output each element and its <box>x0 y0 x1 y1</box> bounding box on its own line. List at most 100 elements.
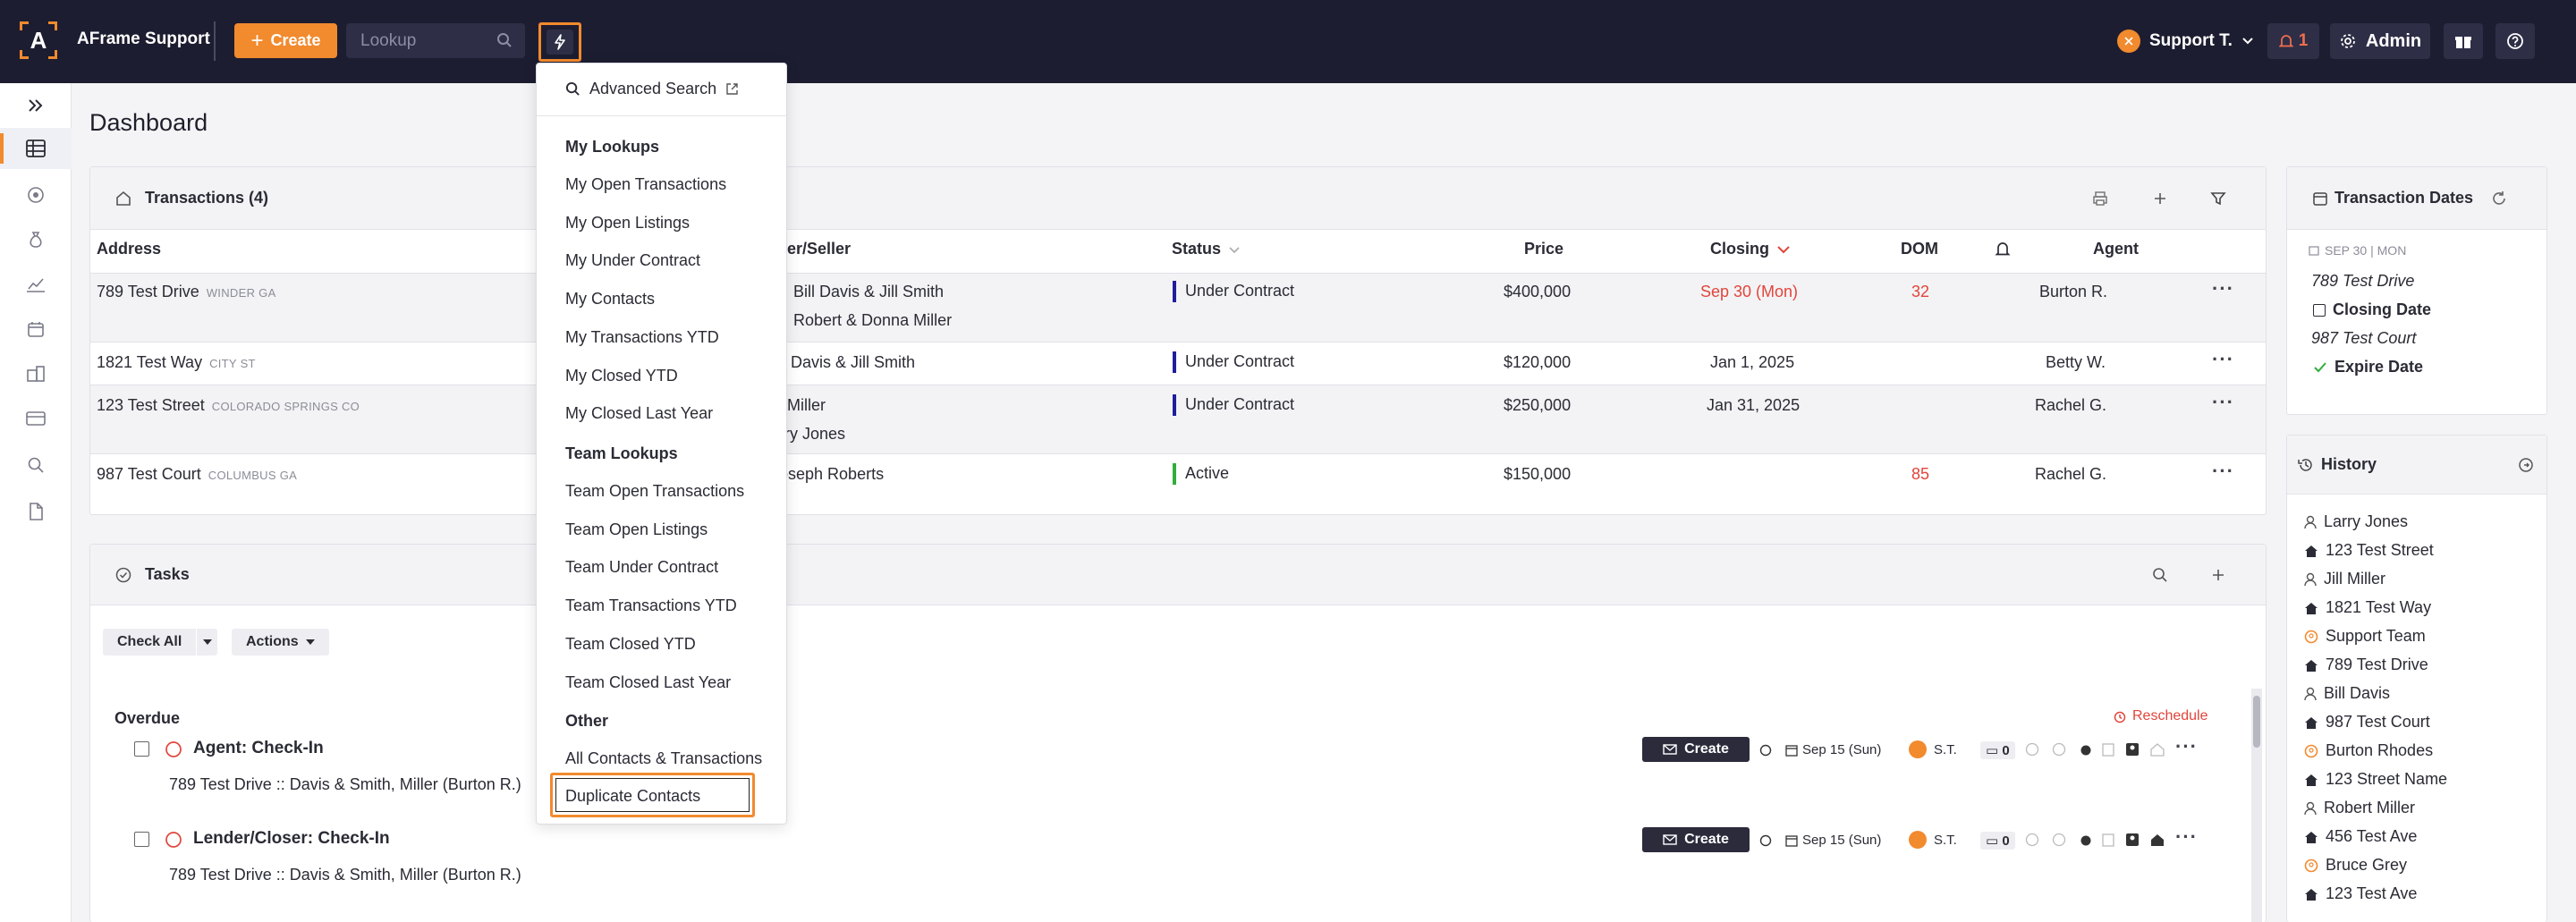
duplicate-contacts-highlight[interactable]: Duplicate Contacts <box>550 773 755 817</box>
expand-sidebar-button[interactable] <box>0 85 72 126</box>
history-item[interactable]: Support Team <box>2304 627 2426 646</box>
agent-cell[interactable]: Rachel G. <box>2035 396 2107 414</box>
history-item[interactable]: Jill Miller <box>2304 570 2385 588</box>
add-icon[interactable] <box>2210 567 2226 583</box>
quick-lookups-button[interactable] <box>538 22 581 62</box>
dropdown-item-duplicate-contacts[interactable]: Duplicate Contacts <box>555 778 750 812</box>
history-item[interactable]: 123 Test Ave <box>2304 884 2417 903</box>
comment-count[interactable]: ▭ 0 <box>1980 741 2015 759</box>
table-row[interactable]: 1821 Test Way CITY ST ll Davis & Jill Smi… <box>90 342 2266 385</box>
contact-card-icon[interactable] <box>2125 833 2140 847</box>
task-assignee[interactable]: S.T. <box>1909 831 1957 849</box>
address-cell[interactable]: 1821 Test Way <box>97 353 203 371</box>
home-icon[interactable] <box>2150 833 2165 847</box>
history-item[interactable]: Bruce Grey <box>2304 856 2407 875</box>
row-more-icon[interactable]: ··· <box>2212 460 2234 482</box>
table-row[interactable]: 123 Test Street COLORADO SPRINGS CO l Mil… <box>90 385 2266 453</box>
alarm-icon[interactable] <box>1758 833 1773 847</box>
bell-icon[interactable] <box>1995 240 2011 258</box>
alarm-icon[interactable] <box>1758 742 1773 757</box>
history-item[interactable]: Larry Jones <box>2304 512 2408 531</box>
admin-button[interactable]: Admin <box>2330 23 2430 59</box>
circle-icon[interactable] <box>2025 833 2039 847</box>
task-checkbox[interactable] <box>134 741 149 757</box>
circle-arrow-icon[interactable] <box>2518 457 2534 473</box>
sidebar-item-documents[interactable] <box>0 491 72 532</box>
address-cell[interactable]: 987 Test Court <box>97 465 201 483</box>
status-circle-icon[interactable] <box>165 831 182 849</box>
dropdown-item-my-lookup[interactable]: My Closed Last Year <box>565 404 714 423</box>
dropdown-item-team-lookup[interactable]: Team Open Listings <box>565 520 708 538</box>
dropdown-item-all-contacts-transactions[interactable]: All Contacts & Transactions <box>565 749 763 767</box>
contact-card-icon[interactable] <box>2125 742 2140 757</box>
dropdown-item-my-lookup[interactable]: My Open Listings <box>565 213 691 232</box>
history-item[interactable]: Bill Davis <box>2304 684 2390 703</box>
add-icon[interactable] <box>2152 190 2168 207</box>
task-title[interactable]: Lender/Closer: Check-In <box>193 829 390 848</box>
circle-icon[interactable] <box>2052 833 2066 847</box>
lookup-input[interactable]: Lookup <box>346 23 525 58</box>
search-icon[interactable] <box>2152 567 2168 583</box>
notifications-button[interactable]: 1 <box>2267 23 2319 59</box>
history-item[interactable]: 789 Test Drive <box>2304 656 2428 674</box>
table-row[interactable]: 987 Test Court COLUMBUS GA oseph Roberts … <box>90 453 2266 514</box>
col-header-price[interactable]: Price <box>1524 240 1564 258</box>
refresh-icon[interactable] <box>2491 190 2507 207</box>
home-icon[interactable] <box>2150 742 2165 757</box>
sidebar-item-properties[interactable] <box>0 353 72 394</box>
clipboard-icon[interactable] <box>2102 833 2114 847</box>
caret-down-icon[interactable] <box>196 629 217 656</box>
task-more-icon[interactable]: ··· <box>2175 735 2198 757</box>
alarm-clock-icon[interactable] <box>2079 742 2093 757</box>
date-entry-event[interactable]: Closing Date <box>2313 300 2431 319</box>
date-entry-event[interactable]: Expire Date <box>2313 358 2423 376</box>
dropdown-item-team-lookup[interactable]: Team Closed Last Year <box>565 672 732 691</box>
search-icon[interactable] <box>496 32 513 48</box>
history-item[interactable]: 123 Street Name <box>2304 770 2447 789</box>
dropdown-item-my-lookup[interactable]: My Open Transactions <box>565 175 727 193</box>
task-more-icon[interactable]: ··· <box>2175 825 2198 848</box>
party-cell[interactable]: oseph Roberts <box>779 465 885 483</box>
agent-cell[interactable]: Betty W. <box>2046 353 2106 371</box>
col-header-buyer-seller[interactable]: yer/Seller <box>778 240 852 258</box>
row-more-icon[interactable]: ··· <box>2212 391 2234 413</box>
task-title[interactable]: Agent: Check-In <box>193 739 324 757</box>
sidebar-item-billing[interactable] <box>0 398 72 439</box>
task-subtitle[interactable]: 789 Test Drive :: Davis & Smith, Miller … <box>169 775 521 793</box>
sidebar-item-finance[interactable] <box>0 219 72 260</box>
history-item[interactable]: 1821 Test Way <box>2304 598 2431 617</box>
aframe-logo[interactable]: A <box>20 21 57 59</box>
party-cell[interactable]: Robert & Donna Miller <box>793 311 953 329</box>
task-due-date[interactable]: Sep 15 (Sun) <box>1785 742 1881 757</box>
history-item[interactable]: 123 Test Street <box>2304 541 2434 560</box>
comment-count[interactable]: ▭ 0 <box>1980 832 2015 850</box>
create-email-button[interactable]: Create <box>1642 737 1750 762</box>
advanced-search-item[interactable]: Advanced Search <box>565 80 739 98</box>
user-menu[interactable]: Support T. <box>2117 26 2254 56</box>
history-item[interactable]: Burton Rhodes <box>2304 741 2433 760</box>
sidebar-item-targets[interactable] <box>0 174 72 216</box>
history-item[interactable]: 987 Test Court <box>2304 713 2430 732</box>
col-header-closing[interactable]: Closing <box>1710 240 1790 258</box>
party-cell[interactable]: ll Davis & Jill Smith <box>779 353 916 371</box>
sidebar-item-calendar[interactable] <box>0 309 72 350</box>
circle-icon[interactable] <box>2025 742 2039 757</box>
dropdown-item-team-lookup[interactable]: Team Open Transactions <box>565 482 745 500</box>
alarm-clock-icon[interactable] <box>2079 833 2093 847</box>
sidebar-item-reports[interactable] <box>0 264 72 305</box>
circle-icon[interactable] <box>2052 742 2066 757</box>
sidebar-item-dashboard[interactable] <box>0 128 72 169</box>
address-cell[interactable]: 123 Test Street <box>97 396 205 414</box>
history-item[interactable]: Robert Miller <box>2304 799 2415 817</box>
party-cell[interactable]: Bill Davis & Jill Smith <box>793 283 945 300</box>
print-icon[interactable] <box>2092 190 2108 207</box>
col-header-status[interactable]: Status <box>1172 240 1240 258</box>
actions-button[interactable]: Actions <box>232 629 329 656</box>
task-due-date[interactable]: Sep 15 (Sun) <box>1785 833 1881 848</box>
gift-button[interactable] <box>2444 23 2483 59</box>
party-cell[interactable]: rry Jones <box>779 425 846 443</box>
date-entry-address[interactable]: 987 Test Court <box>2311 329 2417 347</box>
dropdown-item-team-lookup[interactable]: Team Transactions YTD <box>565 596 737 615</box>
col-header-address[interactable]: Address <box>97 240 162 258</box>
col-header-agent[interactable]: Agent <box>2093 240 2139 258</box>
